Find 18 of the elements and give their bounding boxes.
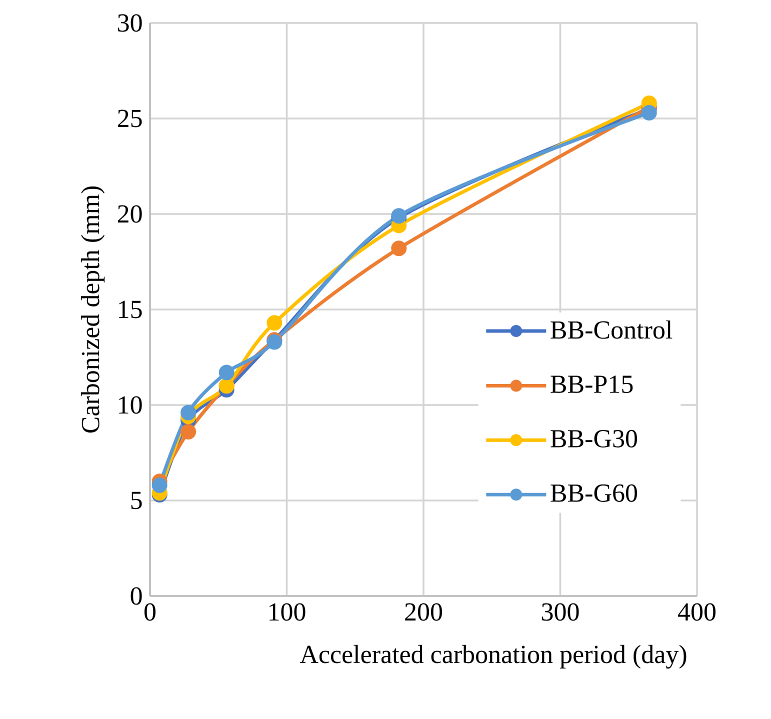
legend-label: BB-G30: [550, 430, 638, 448]
y-axis-title: Carbonized depth (mm): [81, 186, 105, 433]
x-tick-label: 200: [405, 603, 442, 621]
y-tick-label: 10: [119, 396, 142, 414]
x-tick-label: 100: [270, 603, 306, 621]
x-tick-label: 400: [678, 603, 716, 621]
x-axis-title: Accelerated carbonation period (day): [300, 644, 686, 669]
y-tick-label: 20: [118, 205, 142, 223]
y-tick-label: 25: [118, 110, 142, 128]
y-tick-label: 15: [119, 300, 142, 318]
x-tick-label: 0: [144, 603, 156, 621]
legend-label: BB-G60: [550, 484, 638, 502]
legend-label: BB-P15: [550, 376, 633, 394]
y-tick-label: 30: [118, 14, 142, 32]
legend-label: BB-Control: [550, 320, 672, 339]
y-tick-label: 5: [131, 492, 142, 510]
x-tick-label: 300: [542, 603, 579, 621]
y-tick-label: 0: [130, 587, 142, 605]
